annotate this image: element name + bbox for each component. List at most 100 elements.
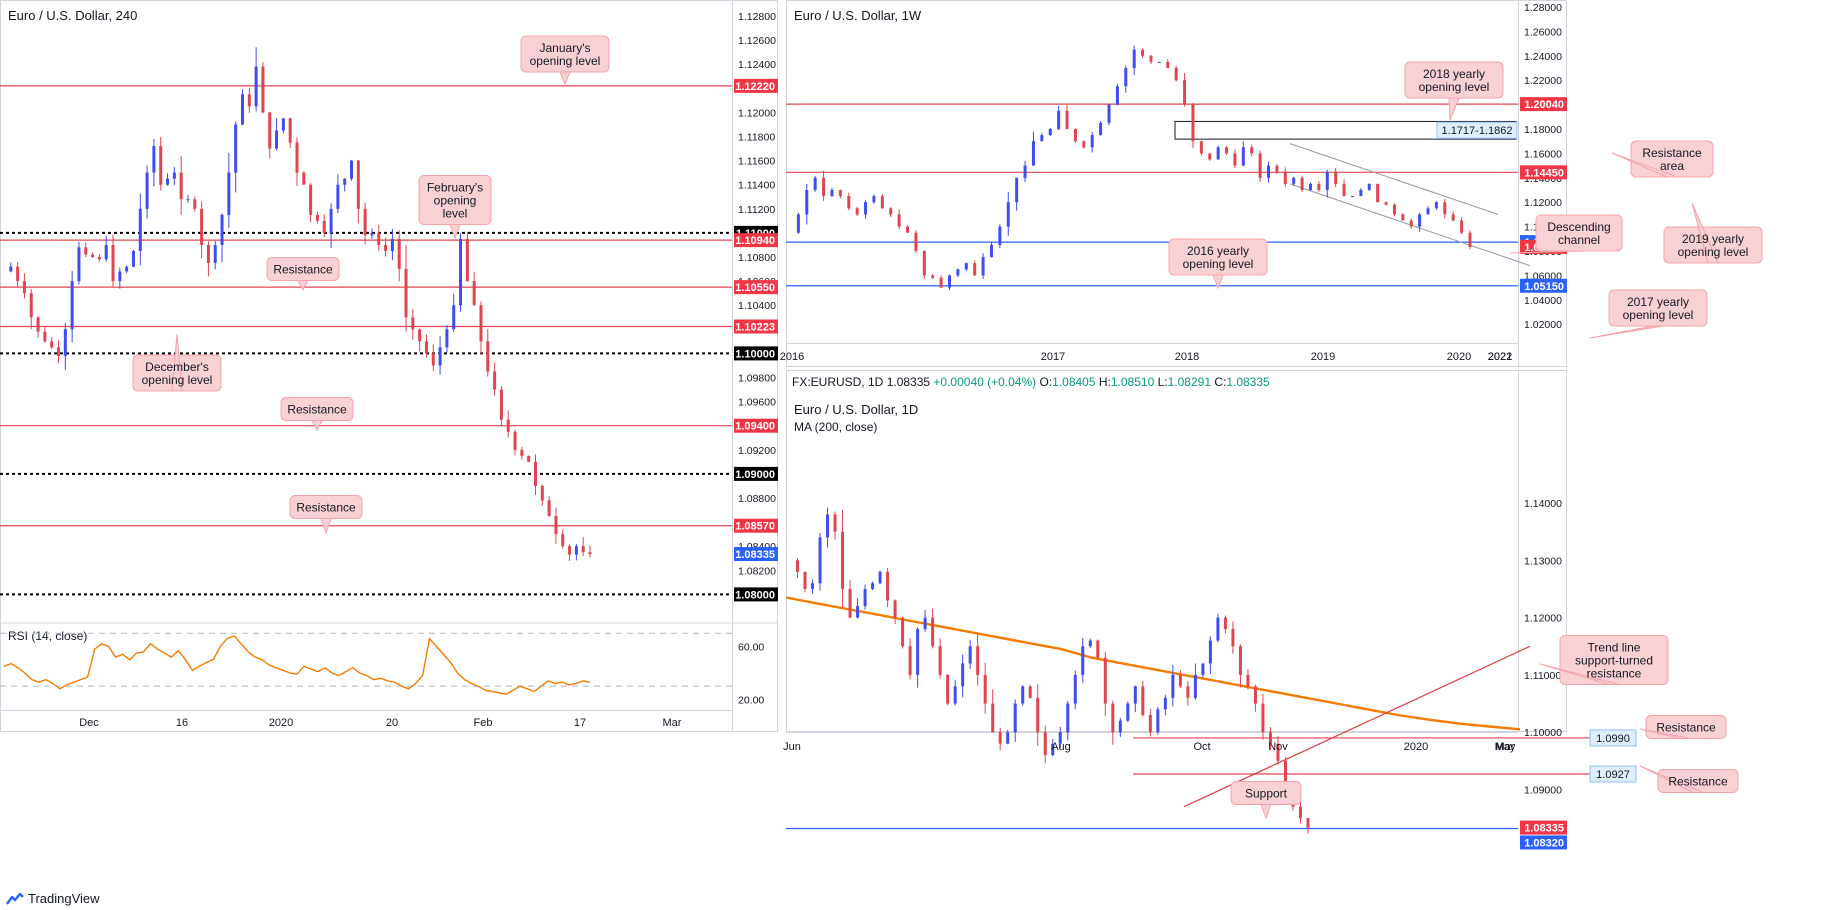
d1-callout-trendline-text: support-turned — [1575, 654, 1653, 668]
d1-candle — [1163, 697, 1167, 710]
h4-callout-february-text: February's — [427, 181, 483, 195]
d1-candle — [826, 514, 830, 538]
d1-candle — [848, 588, 852, 618]
d1-candle — [1021, 686, 1025, 704]
ticker-h-label: H: — [1099, 375, 1111, 389]
d1-callout-resistance-2-pointer — [1639, 765, 1704, 793]
w1-y-tick: 1.24000 — [1524, 51, 1562, 63]
w1-candle — [830, 190, 834, 197]
w1-candle — [1073, 129, 1077, 142]
w1-candle — [822, 177, 826, 197]
h4-y-tick: 1.12600 — [738, 35, 776, 47]
d1-candle — [1103, 657, 1107, 704]
h4-level-badge — [734, 466, 778, 481]
d1-candle — [1201, 663, 1205, 675]
w1-zone-label: 1.1717-1.1862 — [1442, 125, 1513, 137]
h4-candle — [486, 341, 490, 372]
d1-candle — [953, 686, 957, 704]
w1-callout-resistance-area-text: Resistance — [1642, 146, 1702, 160]
w1-candle — [1149, 55, 1153, 62]
d1-candle — [893, 600, 897, 618]
w1-candle — [1099, 122, 1103, 136]
w1-title: Euro / U.S. Dollar, 1W — [794, 8, 922, 23]
h4-level-badge — [734, 78, 778, 93]
h4-callout-december-text: opening level — [142, 373, 213, 387]
ticker-l-label: L: — [1158, 375, 1168, 389]
w1-candle — [922, 251, 926, 276]
h4-y-tick: 1.09200 — [738, 445, 776, 457]
h4-candle — [29, 293, 33, 318]
w1-zone-label-box — [1436, 121, 1518, 139]
w1-candle — [805, 190, 809, 215]
w1-candle — [1308, 183, 1312, 190]
w1-candle — [1443, 202, 1447, 215]
d1-y-tick: 1.11000 — [1524, 670, 1561, 682]
h4-candle — [302, 172, 306, 185]
d1-candle — [1013, 703, 1017, 733]
d1-x-tick: Nov — [1268, 741, 1288, 753]
w1-candle — [906, 226, 910, 233]
h4-candle — [377, 232, 381, 245]
h4-candle — [275, 130, 279, 149]
h4-candle — [138, 208, 142, 251]
h4-callout-resistance-2: Resistance — [280, 397, 354, 432]
h4-candle — [499, 389, 503, 420]
w1-y-tick: 1.22000 — [1524, 75, 1562, 87]
w1-x-tick: 2022 — [1488, 351, 1512, 363]
h4-x-tick: 20 — [386, 717, 398, 729]
d1-candle — [1268, 732, 1272, 744]
ticker-o: 1.08405 — [1052, 375, 1099, 389]
h4-candle — [77, 247, 81, 282]
d1-trend-line — [1183, 645, 1531, 808]
d1-callout-resistance-1-text: Resistance — [1656, 721, 1716, 735]
w1-candle — [1065, 110, 1069, 129]
w1-candle — [1006, 202, 1010, 227]
h4-candle — [547, 500, 551, 517]
d1-candle — [968, 646, 972, 664]
h4-candle — [472, 281, 476, 306]
w1-x-tick: 2017 — [1041, 351, 1065, 363]
h4-candle — [220, 214, 224, 245]
h4-candle — [343, 178, 347, 185]
h4-callout-january-text: opening level — [530, 54, 601, 68]
d1-candle — [1306, 818, 1310, 828]
h4-level-badge — [734, 547, 778, 562]
w1-candle — [1015, 177, 1019, 203]
w1-callout-channel-text: Descending — [1547, 220, 1610, 234]
d1-candle — [938, 646, 942, 675]
d1-candle — [1043, 732, 1047, 756]
w1-candle — [872, 196, 876, 203]
d1-callout-resistance-2: Resistance — [1639, 765, 1739, 793]
d1-callout-resistance-1: Resistance — [1639, 715, 1727, 739]
d1-x-tick: Mar — [1496, 741, 1515, 753]
w1-x-tick: 2019 — [1311, 351, 1335, 363]
h4-candle — [322, 220, 326, 233]
d1-candle — [1193, 674, 1197, 698]
d1-candle — [1058, 732, 1062, 744]
w1-callout-2016-text: 2016 yearly — [1187, 244, 1249, 258]
d1-candle — [976, 646, 980, 675]
w1-callout-2019-text: 2019 yearly — [1682, 232, 1744, 246]
h4-candle — [520, 449, 524, 456]
rsi-y-tick: 20.00 — [738, 694, 764, 706]
h4-y-tick: 1.09800 — [738, 373, 776, 385]
h4-candle — [295, 142, 299, 173]
w1-candle — [1376, 183, 1380, 203]
d1-ma-line — [785, 596, 1521, 731]
w1-y-tick: 1.16000 — [1524, 148, 1562, 160]
d1-callout-resistance-1-pointer — [1639, 728, 1692, 739]
h4-candle — [479, 305, 483, 342]
h4-candle — [63, 329, 67, 356]
w1-candle — [939, 277, 943, 288]
h4-candle — [363, 208, 367, 236]
h4-candle — [234, 124, 238, 173]
w1-candle — [1367, 183, 1371, 190]
d1-candle — [1298, 806, 1302, 819]
h4-candle — [568, 546, 572, 555]
h4-candle — [384, 244, 388, 251]
d1-candle — [931, 617, 935, 647]
w1-candle — [1350, 196, 1354, 198]
